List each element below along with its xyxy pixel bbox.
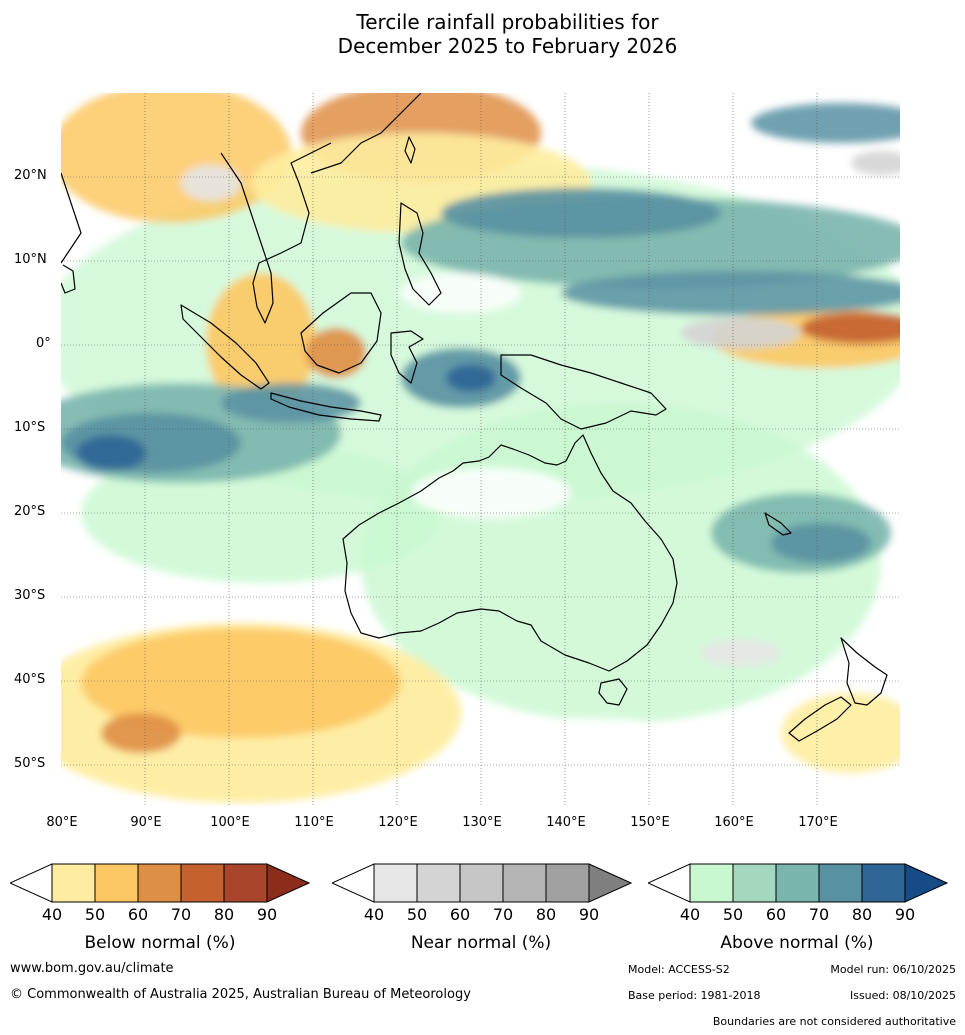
lon-label-110e: 110°E (294, 815, 334, 830)
philippines-coastline (398, 202, 442, 306)
coastlines (61, 93, 888, 742)
lon-label-150e: 150°E (630, 815, 670, 830)
lat-label-10s: 10°S (14, 420, 46, 435)
lon-label-120e: 120°E (378, 815, 418, 830)
lon-label-100e: 100°E (210, 815, 250, 830)
below-swatch-1 (51, 863, 96, 903)
colorbar-above-normal (646, 863, 949, 907)
sulawesi-coastline (390, 330, 424, 384)
near-swatch-5 (545, 863, 590, 903)
above-swatch-2 (732, 863, 777, 903)
below-swatch-5 (223, 863, 268, 903)
sri-lanka-coastline (61, 264, 76, 294)
above-swatch-4 (818, 863, 863, 903)
title-line-2: December 2025 to February 2026 (337, 34, 678, 58)
website-link[interactable]: www.bom.gov.au/climate (10, 961, 174, 976)
disclaimer-text: Boundaries are not considered authoritat… (712, 1015, 956, 1028)
lon-label-130e: 130°E (462, 815, 502, 830)
base-period-text: Base period: 1981-2018 (628, 989, 761, 1002)
near-tick-50: 50 (406, 905, 428, 924)
below-normal-title: Below normal (%) (84, 933, 236, 953)
below-tick-80: 80 (213, 905, 235, 924)
near-swatch-4 (502, 863, 547, 903)
lon-label-80e: 80°E (46, 815, 78, 830)
above-swatch-5 (861, 863, 906, 903)
near-tick-80: 80 (535, 905, 557, 924)
above-tick-60: 60 (765, 905, 787, 924)
nz-north-island-coastline (840, 637, 888, 706)
below-swatch-over (266, 863, 311, 903)
near-tick-60: 60 (449, 905, 471, 924)
taiwan-coastline (404, 136, 416, 164)
near-swatch-2 (416, 863, 461, 903)
near-swatch-3 (459, 863, 504, 903)
near-normal-title: Near normal (%) (410, 933, 552, 953)
colorbar-near-svg (330, 863, 633, 903)
near-swatch-1 (373, 863, 418, 903)
above-normal-title: Above normal (%) (720, 933, 874, 953)
below-swatch-under (8, 863, 53, 903)
near-swatch-over (588, 863, 633, 903)
above-tick-90: 90 (894, 905, 916, 924)
issued-text: Issued: 08/10/2025 (849, 989, 956, 1002)
india-coastline (61, 172, 82, 264)
above-swatch-3 (775, 863, 820, 903)
lat-label-50s: 50°S (14, 756, 46, 771)
below-swatch-4 (180, 863, 225, 903)
model-run-text: Model run: 06/10/2025 (830, 963, 956, 976)
below-tick-60: 60 (127, 905, 149, 924)
new-caledonia-coastline (764, 512, 792, 536)
lat-label-40s: 40°S (14, 672, 46, 687)
sumatra-coastline (180, 304, 270, 390)
colorbar-near-normal (330, 863, 633, 907)
near-tick-90: 90 (578, 905, 600, 924)
lat-label-eq: 0° (36, 336, 51, 351)
near-tick-70: 70 (492, 905, 514, 924)
near-tick-40: 40 (363, 905, 385, 924)
china-coastline (310, 93, 422, 174)
lat-label-20n: 20°N (14, 168, 47, 183)
near-swatch-under (330, 863, 375, 903)
above-tick-50: 50 (722, 905, 744, 924)
below-tick-90: 90 (256, 905, 278, 924)
indochina-coastline (220, 142, 332, 324)
above-tick-70: 70 (808, 905, 830, 924)
java-coastline (270, 392, 382, 422)
lon-label-140e: 140°E (546, 815, 586, 830)
map-title: Tercile rainfall probabilities for Decem… (0, 10, 965, 58)
new-guinea-coastline (500, 354, 667, 430)
map-panel (61, 93, 900, 806)
below-swatch-3 (137, 863, 182, 903)
australia-coastline (342, 434, 678, 672)
nz-south-island-coastline (788, 696, 852, 742)
lon-label-90e: 90°E (130, 815, 162, 830)
below-tick-70: 70 (170, 905, 192, 924)
lat-label-10n: 10°N (14, 252, 47, 267)
lon-label-160e: 160°E (714, 815, 754, 830)
below-tick-50: 50 (84, 905, 106, 924)
lat-label-30s: 30°S (14, 588, 46, 603)
lat-label-20s: 20°S (14, 504, 46, 519)
above-tick-40: 40 (679, 905, 701, 924)
tasmania-coastline (598, 678, 628, 706)
above-swatch-under (646, 863, 691, 903)
probability-field (61, 93, 900, 803)
borneo-coastline (300, 292, 382, 374)
above-swatch-1 (689, 863, 734, 903)
colorbar-below-svg (8, 863, 311, 903)
probability-map (61, 93, 900, 806)
copyright-text: © Commonwealth of Australia 2025, Austra… (10, 987, 471, 1002)
lon-label-170e: 170°E (798, 815, 838, 830)
below-tick-40: 40 (41, 905, 63, 924)
gridlines (61, 93, 900, 806)
colorbar-above-svg (646, 863, 949, 903)
above-tick-80: 80 (851, 905, 873, 924)
below-swatch-2 (94, 863, 139, 903)
model-text: Model: ACCESS-S2 (628, 963, 730, 976)
title-line-1: Tercile rainfall probabilities for (356, 10, 659, 34)
colorbar-below-normal (8, 863, 311, 907)
above-swatch-over (904, 863, 949, 903)
